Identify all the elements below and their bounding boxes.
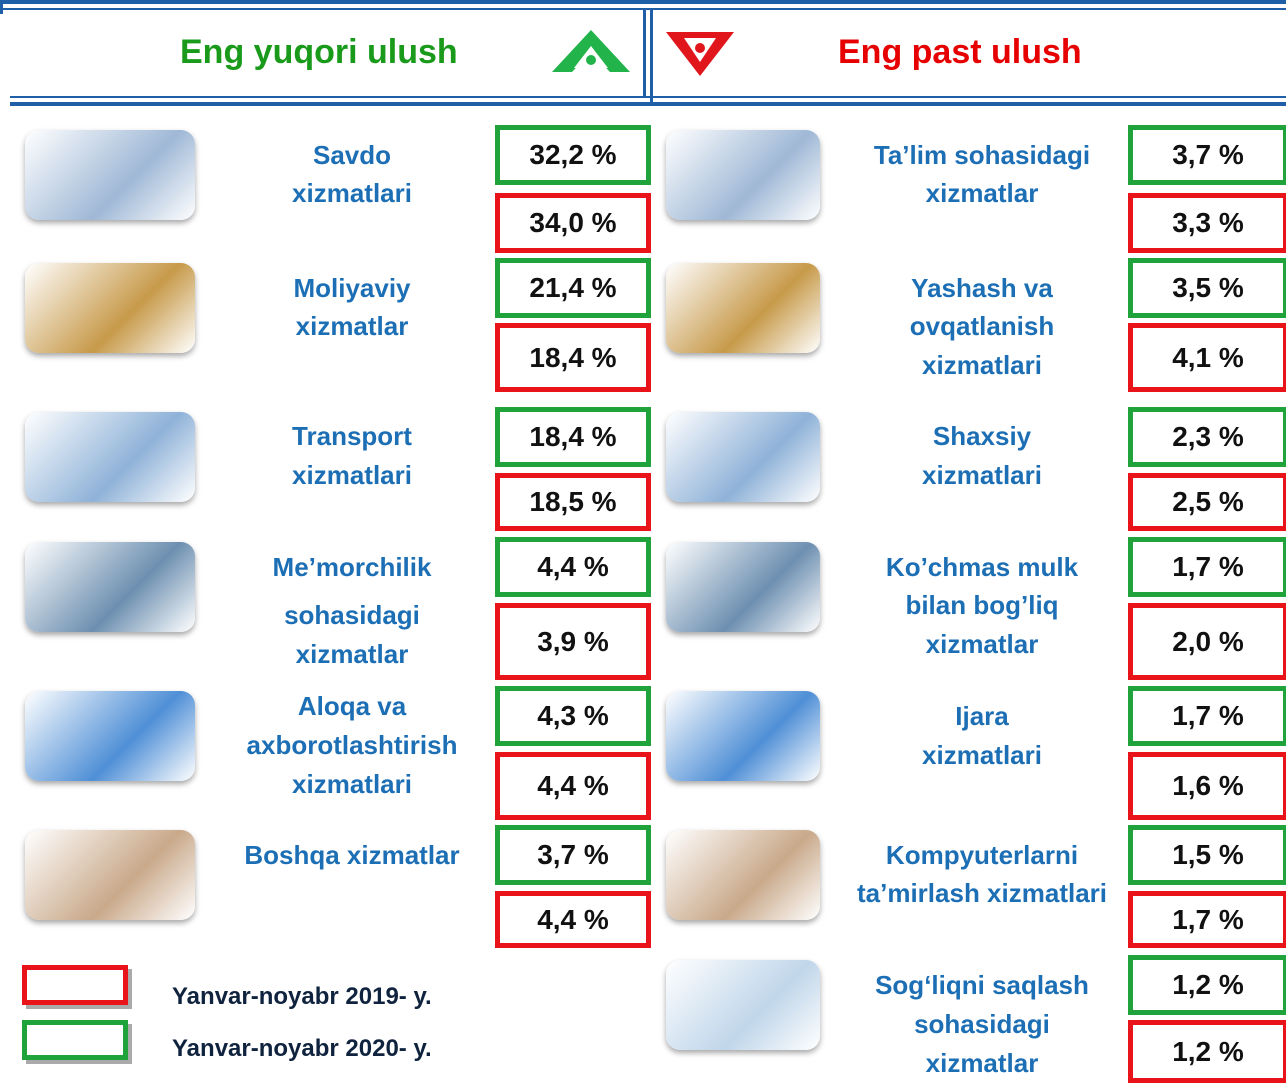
up-icon bbox=[552, 30, 630, 72]
item-label: sohasidagi bbox=[914, 1009, 1050, 1039]
value-2020: 4,4 % bbox=[495, 537, 651, 597]
item-label: xizmatlar bbox=[295, 639, 409, 669]
item-image bbox=[25, 412, 195, 502]
value-2019: 4,1 % bbox=[1128, 323, 1286, 392]
item-image bbox=[666, 542, 820, 632]
item-image bbox=[25, 830, 195, 920]
value-2020: 21,4 % bbox=[495, 258, 651, 318]
item-label: Transport bbox=[292, 421, 412, 451]
value-2019: 4,4 % bbox=[495, 752, 651, 820]
item-label: bilan bog’liq bbox=[905, 590, 1059, 620]
value-2020: 32,2 % bbox=[495, 125, 651, 185]
item-image bbox=[25, 542, 195, 632]
item-image bbox=[25, 130, 195, 220]
item-label: xizmatlari bbox=[922, 740, 1042, 770]
item-label: Me’morchilik bbox=[272, 552, 432, 582]
divider bbox=[643, 10, 646, 98]
value-2019: 34,0 % bbox=[495, 193, 651, 253]
value-2019: 4,4 % bbox=[495, 891, 651, 948]
value-2020: 1,7 % bbox=[1128, 537, 1286, 597]
value-2019: 1,7 % bbox=[1128, 891, 1286, 948]
legend-swatch-2019 bbox=[22, 965, 128, 1005]
item-image bbox=[666, 263, 820, 353]
legend-label: Yanvar-noyabr 2019- y. bbox=[172, 983, 432, 1010]
item-label: Shaxsiy bbox=[932, 421, 1032, 451]
top-rule bbox=[0, 8, 1286, 10]
item-image bbox=[666, 130, 820, 220]
item-label: Sog‘liqni saqlash bbox=[875, 970, 1089, 1000]
divider bbox=[650, 10, 653, 106]
header-right: Eng past ulush bbox=[838, 33, 1082, 71]
value-2019: 18,5 % bbox=[495, 473, 651, 531]
value-2020: 1,7 % bbox=[1128, 686, 1286, 746]
value-2019: 2,0 % bbox=[1128, 603, 1286, 680]
item-label: xizmatlar bbox=[295, 311, 409, 341]
value-2019: 1,6 % bbox=[1128, 752, 1286, 820]
item-image bbox=[666, 960, 820, 1050]
value-2020: 1,2 % bbox=[1128, 955, 1286, 1015]
value-2020: 3,7 % bbox=[495, 825, 651, 885]
item-label: sohasidagi bbox=[284, 600, 420, 630]
header-rule bbox=[10, 96, 1286, 98]
item-label: Ta’lim sohasidagi bbox=[873, 140, 1091, 170]
item-image bbox=[666, 412, 820, 502]
item-label: xizmatlar bbox=[925, 178, 1039, 208]
item-label: xizmatlari bbox=[292, 769, 412, 799]
down-icon bbox=[666, 32, 734, 76]
value-2019: 2,5 % bbox=[1128, 473, 1286, 531]
item-label: xizmatlar bbox=[925, 629, 1039, 659]
value-2019: 1,2 % bbox=[1128, 1020, 1286, 1083]
value-2019: 3,9 % bbox=[495, 603, 651, 680]
value-2020: 2,3 % bbox=[1128, 407, 1286, 467]
item-label: Ijara bbox=[955, 701, 1009, 731]
frame bbox=[0, 0, 3, 14]
value-2020: 4,3 % bbox=[495, 686, 651, 746]
item-label: Yashash va bbox=[911, 273, 1053, 303]
value-2019: 3,3 % bbox=[1128, 193, 1286, 253]
item-label: ovqatlanish bbox=[909, 311, 1055, 341]
item-image bbox=[25, 263, 195, 353]
item-label: Savdo bbox=[312, 140, 392, 170]
value-2020: 1,5 % bbox=[1128, 825, 1286, 885]
item-label: Aloqa va bbox=[297, 691, 407, 721]
legend-label: Yanvar-noyabr 2020- y. bbox=[172, 1035, 432, 1062]
item-label: ta’mirlash xizmatlari bbox=[857, 878, 1107, 908]
item-label: xizmatlari bbox=[292, 460, 412, 490]
value-2020: 18,4 % bbox=[495, 407, 651, 467]
item-image bbox=[666, 830, 820, 920]
item-label: axborotlashtirish bbox=[246, 730, 458, 760]
item-label: xizmatlar bbox=[925, 1048, 1039, 1078]
item-image bbox=[666, 691, 820, 781]
value-2020: 3,5 % bbox=[1128, 258, 1286, 318]
top-rule bbox=[0, 0, 1286, 4]
header-rule bbox=[10, 102, 1286, 106]
item-image bbox=[25, 691, 195, 781]
value-2020: 3,7 % bbox=[1128, 125, 1286, 185]
item-label: xizmatlari bbox=[922, 460, 1042, 490]
item-label: Moliyaviy bbox=[293, 273, 411, 303]
header-left: Eng yuqori ulush bbox=[180, 33, 458, 71]
item-label: xizmatlari bbox=[922, 350, 1042, 380]
item-label: Ko’chmas mulk bbox=[885, 552, 1079, 582]
legend-swatch-2020 bbox=[22, 1020, 128, 1060]
item-label: Boshqa xizmatlar bbox=[244, 840, 460, 870]
value-2019: 18,4 % bbox=[495, 323, 651, 392]
item-label: xizmatlari bbox=[292, 178, 412, 208]
item-label: Kompyuterlarni bbox=[885, 840, 1079, 870]
